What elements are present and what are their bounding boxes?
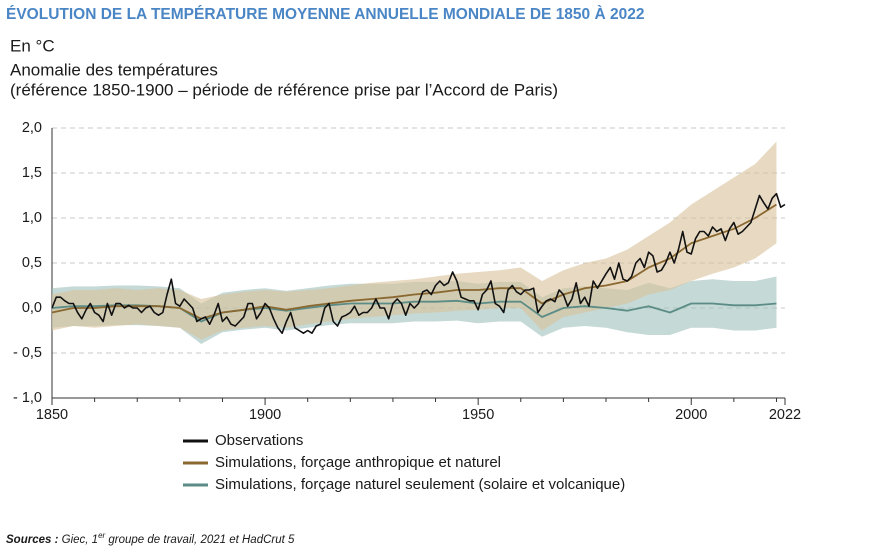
- chart-title: ÉVOLUTION DE LA TEMPÉRATURE MOYENNE ANNU…: [6, 6, 644, 23]
- y-tick-label: 0,0: [22, 300, 42, 316]
- x-tick-label: 1850: [36, 407, 68, 423]
- y-tick-label: - 0,5: [13, 345, 42, 361]
- x-tick-label: 2000: [675, 407, 707, 423]
- y-tick-label: - 1,0: [13, 390, 42, 406]
- source-sup: er: [98, 531, 106, 540]
- series-line: [51, 192, 786, 334]
- x-tick-label: 1900: [249, 407, 281, 423]
- legend-label: Simulations, forçage anthropique et natu…: [215, 454, 501, 471]
- source-text: groupe de travail, 2021 et HadCrut 5: [105, 533, 295, 546]
- legend-label: Simulations, forçage naturel seulement (…: [215, 476, 625, 493]
- range-band: [52, 141, 777, 340]
- source-text: Giec, 1: [61, 533, 99, 546]
- x-tick-label: 2022: [769, 407, 801, 423]
- y-tick-label: 1,0: [22, 210, 42, 226]
- unit-label: En °C: [10, 36, 55, 55]
- y-tick-label: 1,5: [22, 165, 42, 181]
- x-tick-label: 1950: [462, 407, 494, 423]
- subtitle: Anomalie des températures: [10, 60, 218, 79]
- source: Sources : Giec, 1er groupe de travail, 2…: [6, 531, 294, 546]
- legend-label: Observations: [215, 432, 303, 449]
- y-tick-label: 2,0: [22, 120, 42, 136]
- source-label: Sources :: [6, 533, 59, 546]
- subtitle: (référence 1850-1900 – période de référe…: [10, 80, 558, 99]
- y-tick-label: 0,5: [22, 255, 42, 271]
